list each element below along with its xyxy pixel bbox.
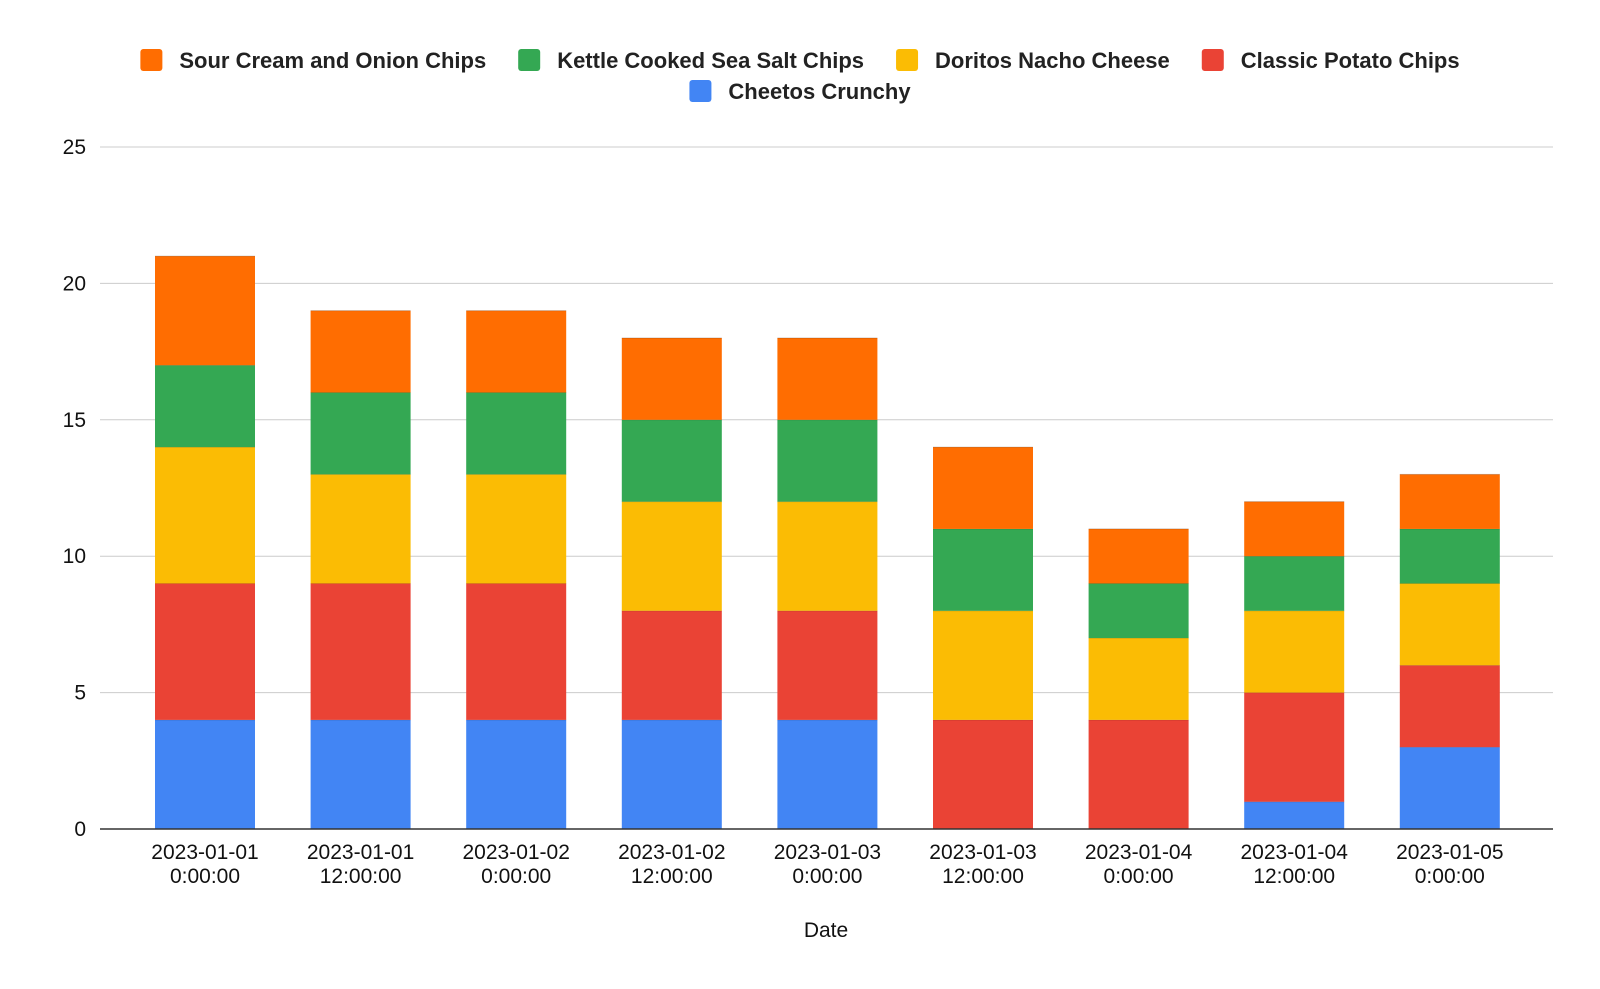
bar-segment[interactable]: [1399, 747, 1500, 829]
bar-segment[interactable]: [1399, 528, 1500, 584]
bar-segment[interactable]: [1244, 692, 1345, 802]
bar-segment[interactable]: [155, 447, 255, 584]
x-tick-label-date: 2023-01-02: [618, 841, 725, 864]
bar-segment[interactable]: [1399, 665, 1500, 748]
bar-segment[interactable]: [777, 719, 878, 829]
x-axis-title: Date: [804, 919, 848, 942]
legend-label: Cheetos Crunchy: [728, 79, 911, 104]
bar-segment[interactable]: [155, 365, 255, 448]
bar-segment[interactable]: [1244, 610, 1345, 693]
x-tick-label-date: 2023-01-01: [151, 841, 258, 864]
bar-segment[interactable]: [155, 719, 255, 829]
legend-item[interactable]: Kettle Cooked Sea Salt Chips: [518, 48, 864, 73]
x-tick-label-date: 2023-01-01: [307, 841, 414, 864]
legend-item[interactable]: Classic Potato Chips: [1201, 48, 1460, 73]
legend-swatch: [518, 49, 541, 71]
bar-segment[interactable]: [155, 583, 255, 720]
x-tick-label-time: 0:00:00: [481, 865, 551, 888]
legend-item[interactable]: Sour Cream and Onion Chips: [140, 48, 486, 73]
bar-segment[interactable]: [621, 419, 722, 502]
x-tick-label-date: 2023-01-02: [462, 841, 569, 864]
legend-item[interactable]: Doritos Nacho Cheese: [896, 48, 1170, 73]
bar-segment[interactable]: [621, 719, 722, 829]
legend-item[interactable]: Cheetos Crunchy: [689, 79, 911, 104]
bar-segment[interactable]: [466, 583, 567, 720]
bars: [155, 255, 1500, 829]
bar-segment[interactable]: [621, 337, 722, 420]
bar-segment[interactable]: [1088, 719, 1189, 829]
x-tick-label-time: 12:00:00: [1253, 865, 1335, 888]
x-tick-label-date: 2023-01-03: [929, 841, 1036, 864]
bar-segment[interactable]: [777, 501, 878, 611]
bar-segment[interactable]: [310, 392, 411, 475]
bar-segment[interactable]: [1088, 583, 1189, 639]
bar-segment[interactable]: [1244, 556, 1345, 611]
x-tick-label-date: 2023-01-03: [774, 841, 881, 864]
bar-segment[interactable]: [1244, 801, 1345, 829]
legend-label: Doritos Nacho Cheese: [935, 48, 1170, 73]
bar-segment[interactable]: [310, 719, 411, 829]
legend-label: Classic Potato Chips: [1241, 48, 1460, 73]
legend-swatch: [1201, 49, 1224, 71]
legend-label: Kettle Cooked Sea Salt Chips: [557, 48, 864, 73]
bar-segment[interactable]: [466, 474, 567, 584]
x-tick-label-time: 0:00:00: [1415, 865, 1485, 888]
legend-label: Sour Cream and Onion Chips: [179, 48, 486, 73]
bar-segment[interactable]: [933, 719, 1033, 829]
x-tick-label-time: 0:00:00: [170, 865, 240, 888]
x-tick-label-date: 2023-01-04: [1085, 841, 1193, 864]
bar-segment[interactable]: [777, 610, 878, 720]
bar-segment[interactable]: [466, 392, 567, 475]
bar-segment[interactable]: [1399, 474, 1500, 529]
x-tick-label-time: 0:00:00: [792, 865, 862, 888]
legend-swatch: [689, 80, 712, 102]
y-tick-label: 10: [63, 545, 86, 568]
bar-segment[interactable]: [933, 610, 1033, 720]
bar-segment[interactable]: [621, 501, 722, 611]
bar-segment[interactable]: [1244, 501, 1345, 557]
x-tick-label-time: 12:00:00: [942, 865, 1024, 888]
y-tick-label: 20: [63, 272, 86, 295]
bar-segment[interactable]: [466, 310, 567, 393]
x-tick-label-time: 0:00:00: [1104, 865, 1174, 888]
x-tick-label-time: 12:00:00: [320, 865, 402, 888]
bar-segment[interactable]: [310, 583, 411, 720]
y-tick-label: 15: [63, 409, 86, 432]
bar-segment[interactable]: [1399, 583, 1500, 666]
bar-segment[interactable]: [933, 528, 1033, 611]
y-tick-label: 5: [74, 682, 86, 705]
x-tick-label-date: 2023-01-05: [1396, 841, 1503, 864]
bar-segment[interactable]: [1088, 528, 1189, 584]
bar-segment[interactable]: [777, 337, 878, 420]
x-tick-label-date: 2023-01-04: [1240, 841, 1348, 864]
bar-segment[interactable]: [777, 419, 878, 502]
bar-segment[interactable]: [310, 474, 411, 584]
y-tick-label: 0: [74, 818, 86, 841]
x-tick-label-time: 12:00:00: [631, 865, 713, 888]
bar-segment[interactable]: [466, 719, 567, 829]
legend[interactable]: Sour Cream and Onion Chips Kettle Cooked …: [140, 48, 1460, 104]
bar-segment[interactable]: [933, 447, 1033, 529]
bar-segment[interactable]: [621, 610, 722, 720]
bar-segment[interactable]: [310, 310, 411, 393]
legend-swatch: [896, 49, 919, 71]
bar-segment[interactable]: [155, 256, 255, 366]
axes: 05101520252023-01-010:00:002023-01-0112:…: [63, 136, 1553, 942]
y-tick-label: 25: [63, 136, 86, 159]
bar-segment[interactable]: [1088, 638, 1189, 720]
legend-swatch: [140, 49, 163, 71]
